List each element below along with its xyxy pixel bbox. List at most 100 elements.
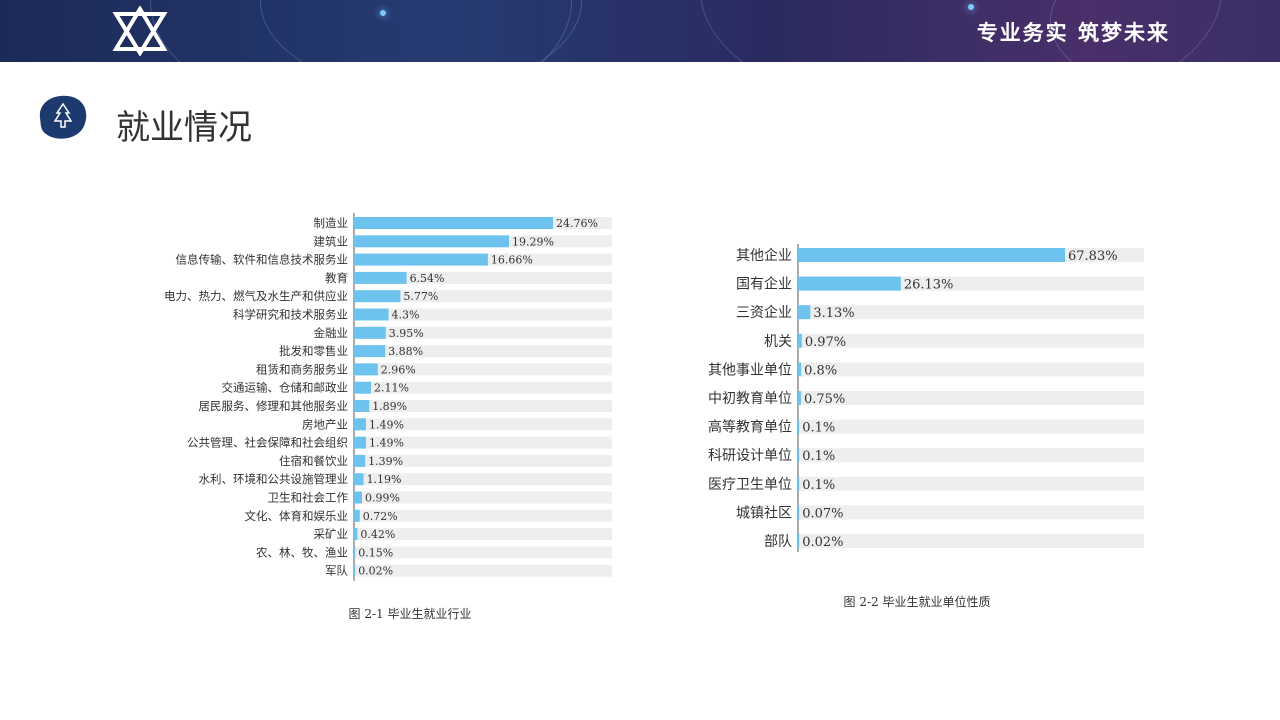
bar — [798, 391, 801, 405]
category-label: 教育 — [325, 271, 348, 285]
bar-track — [798, 419, 1144, 434]
data-label: 0.02% — [358, 565, 393, 578]
bar — [354, 564, 356, 577]
data-label: 1.49% — [369, 437, 404, 450]
category-label: 交通运输、仓储和邮政业 — [222, 381, 349, 395]
category-label: 建筑业 — [314, 234, 349, 248]
data-label: 2.96% — [381, 363, 416, 376]
bar — [798, 248, 1065, 262]
bar-track — [354, 400, 612, 412]
data-label: 0.1% — [802, 478, 835, 493]
bar — [354, 546, 356, 559]
data-label: 1.19% — [367, 473, 402, 486]
category-label: 采矿业 — [314, 527, 349, 541]
bar-track — [798, 448, 1144, 463]
category-label: 其他企业 — [736, 247, 792, 264]
data-label: 0.07% — [802, 506, 843, 521]
bar — [354, 326, 386, 339]
bar-track — [354, 454, 612, 467]
bar — [354, 400, 370, 412]
bar — [354, 271, 407, 284]
bar — [354, 454, 366, 467]
category-label: 卫生和社会工作 — [268, 491, 349, 505]
bar — [354, 473, 364, 486]
bar-track — [354, 436, 612, 449]
bar — [798, 476, 800, 491]
category-label: 居民服务、修理和其他服务业 — [199, 399, 349, 413]
bar-track — [354, 381, 612, 394]
data-label: 1.49% — [369, 418, 404, 431]
bar — [354, 436, 366, 449]
category-label: 批发和零售业 — [279, 344, 348, 358]
data-label: 26.13% — [904, 278, 954, 293]
category-label: 部队 — [764, 534, 792, 550]
category-label: 公共管理、社会保障和社会组织 — [187, 436, 348, 450]
bar-track — [354, 345, 612, 358]
tree-icon — [39, 95, 87, 139]
data-label: 0.42% — [360, 528, 395, 541]
bar — [798, 419, 800, 434]
bar-track — [354, 326, 612, 339]
bar — [354, 308, 389, 321]
bar-track — [354, 564, 612, 577]
bar-track — [798, 476, 1144, 491]
bar-track — [354, 290, 612, 303]
category-label: 水利、环境和公共设施管理业 — [199, 472, 349, 486]
bar-track — [354, 473, 612, 486]
bar — [354, 290, 401, 303]
bar-track — [798, 534, 1144, 548]
category-label: 军队 — [325, 564, 348, 578]
data-label: 0.99% — [365, 492, 400, 505]
bar-track — [354, 418, 612, 431]
category-label: 其他事业单位 — [708, 362, 792, 378]
data-label: 0.1% — [802, 421, 835, 436]
category-label: 科研设计单位 — [708, 448, 792, 464]
category-label: 中初教育单位 — [708, 390, 792, 407]
bar — [354, 235, 510, 248]
category-label: 房地产业 — [302, 417, 348, 431]
category-label: 科学研究和技术服务业 — [233, 308, 348, 322]
category-label: 三资企业 — [736, 304, 792, 321]
bar-track — [354, 308, 612, 321]
star-logo-icon — [112, 6, 168, 56]
data-label: 3.88% — [388, 345, 423, 358]
bar-track — [354, 491, 612, 504]
category-label: 租赁和商务服务业 — [256, 362, 348, 376]
data-label: 24.76% — [556, 217, 598, 230]
category-label: 农、林、牧、渔业 — [256, 545, 348, 559]
bar — [354, 363, 378, 376]
bar — [798, 276, 901, 291]
data-label: 5.77% — [403, 290, 438, 303]
data-label: 3.13% — [813, 306, 854, 321]
category-label: 高等教育单位 — [708, 419, 792, 436]
bar-track — [798, 305, 1144, 320]
bar — [354, 253, 488, 266]
bar — [798, 534, 800, 548]
chart-employer-type: 其他企业 67.83% 国有企业 26.13% 三资企业 3.13% 机关 0.97% 其他事业… — [708, 244, 1144, 609]
bar — [798, 362, 802, 377]
bar-track — [354, 528, 612, 541]
data-label: 67.83% — [1068, 249, 1118, 264]
data-label: 3.95% — [389, 327, 424, 340]
category-label: 文化、体育和娱乐业 — [245, 509, 349, 523]
data-label: 0.15% — [358, 546, 393, 559]
bar-track — [354, 271, 612, 284]
data-label: 6.54% — [410, 272, 445, 285]
bar — [354, 491, 362, 504]
bar — [798, 505, 800, 520]
data-label: 4.3% — [392, 309, 420, 322]
data-label: 0.8% — [804, 363, 837, 378]
bar-track — [354, 509, 612, 522]
category-label: 国有企业 — [736, 276, 792, 293]
header-slogan: 专业务实 筑梦未来 — [976, 21, 1170, 45]
bar-track — [798, 333, 1144, 348]
data-label: 0.72% — [363, 510, 398, 523]
bar — [354, 381, 371, 394]
data-label: 2.11% — [374, 382, 409, 395]
header-banner: 专业务实 筑梦未来 — [0, 0, 1280, 62]
bar-track — [798, 362, 1144, 377]
category-label: 城镇社区 — [736, 505, 792, 521]
bar — [354, 509, 360, 522]
data-label: 0.02% — [802, 535, 843, 550]
category-label: 机关 — [764, 334, 792, 350]
